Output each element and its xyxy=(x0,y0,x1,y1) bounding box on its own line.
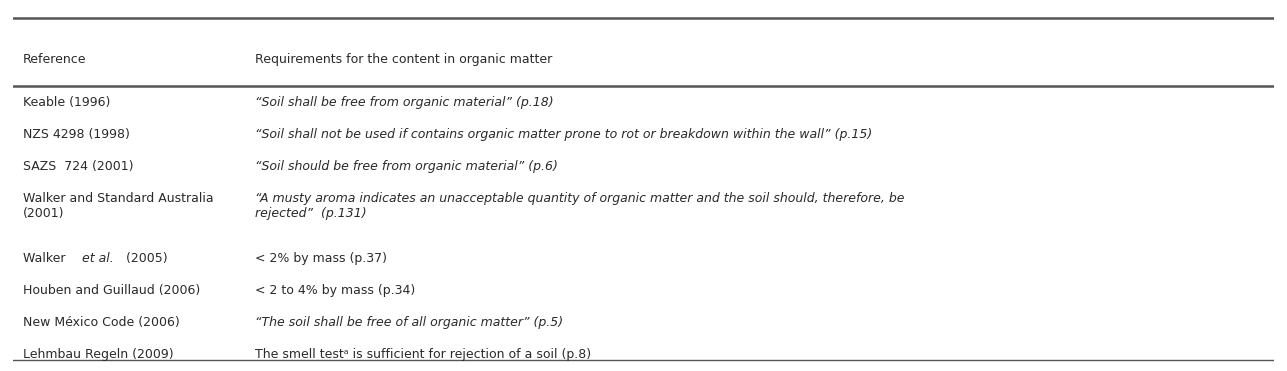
Text: New México Code (2006): New México Code (2006) xyxy=(23,316,180,329)
Text: Keable (1996): Keable (1996) xyxy=(23,96,111,109)
Text: “A musty aroma indicates an unacceptable quantity of organic matter and the soil: “A musty aroma indicates an unacceptable… xyxy=(255,193,905,220)
Text: Houben and Guillaud (2006): Houben and Guillaud (2006) xyxy=(23,285,201,298)
Text: Requirements for the content in organic matter: Requirements for the content in organic … xyxy=(255,53,552,66)
Text: NZS 4298 (1998): NZS 4298 (1998) xyxy=(23,128,130,141)
Text: Walker and Standard Australia
(2001): Walker and Standard Australia (2001) xyxy=(23,193,214,220)
Text: < 2% by mass (p.37): < 2% by mass (p.37) xyxy=(255,252,387,265)
Text: et al.: et al. xyxy=(82,252,113,265)
Text: “Soil shall be free from organic material” (p.18): “Soil shall be free from organic materia… xyxy=(255,96,553,109)
Text: Reference: Reference xyxy=(23,53,86,66)
Text: SAZS  724 (2001): SAZS 724 (2001) xyxy=(23,160,134,173)
Text: “Soil should be free from organic material” (p.6): “Soil should be free from organic materi… xyxy=(255,160,557,173)
Text: “The soil shall be free of all organic matter” (p.5): “The soil shall be free of all organic m… xyxy=(255,316,564,329)
Text: Walker: Walker xyxy=(23,252,69,265)
Text: The smell testᵃ is sufficient for rejection of a soil (p.8): The smell testᵃ is sufficient for reject… xyxy=(255,348,591,361)
Text: < 2 to 4% by mass (p.34): < 2 to 4% by mass (p.34) xyxy=(255,285,416,298)
Text: “Soil shall not be used if contains organic matter prone to rot or breakdown wit: “Soil shall not be used if contains orga… xyxy=(255,128,873,141)
Text: (2005): (2005) xyxy=(122,252,167,265)
Text: Lehmbau Regeln (2009): Lehmbau Regeln (2009) xyxy=(23,348,174,361)
